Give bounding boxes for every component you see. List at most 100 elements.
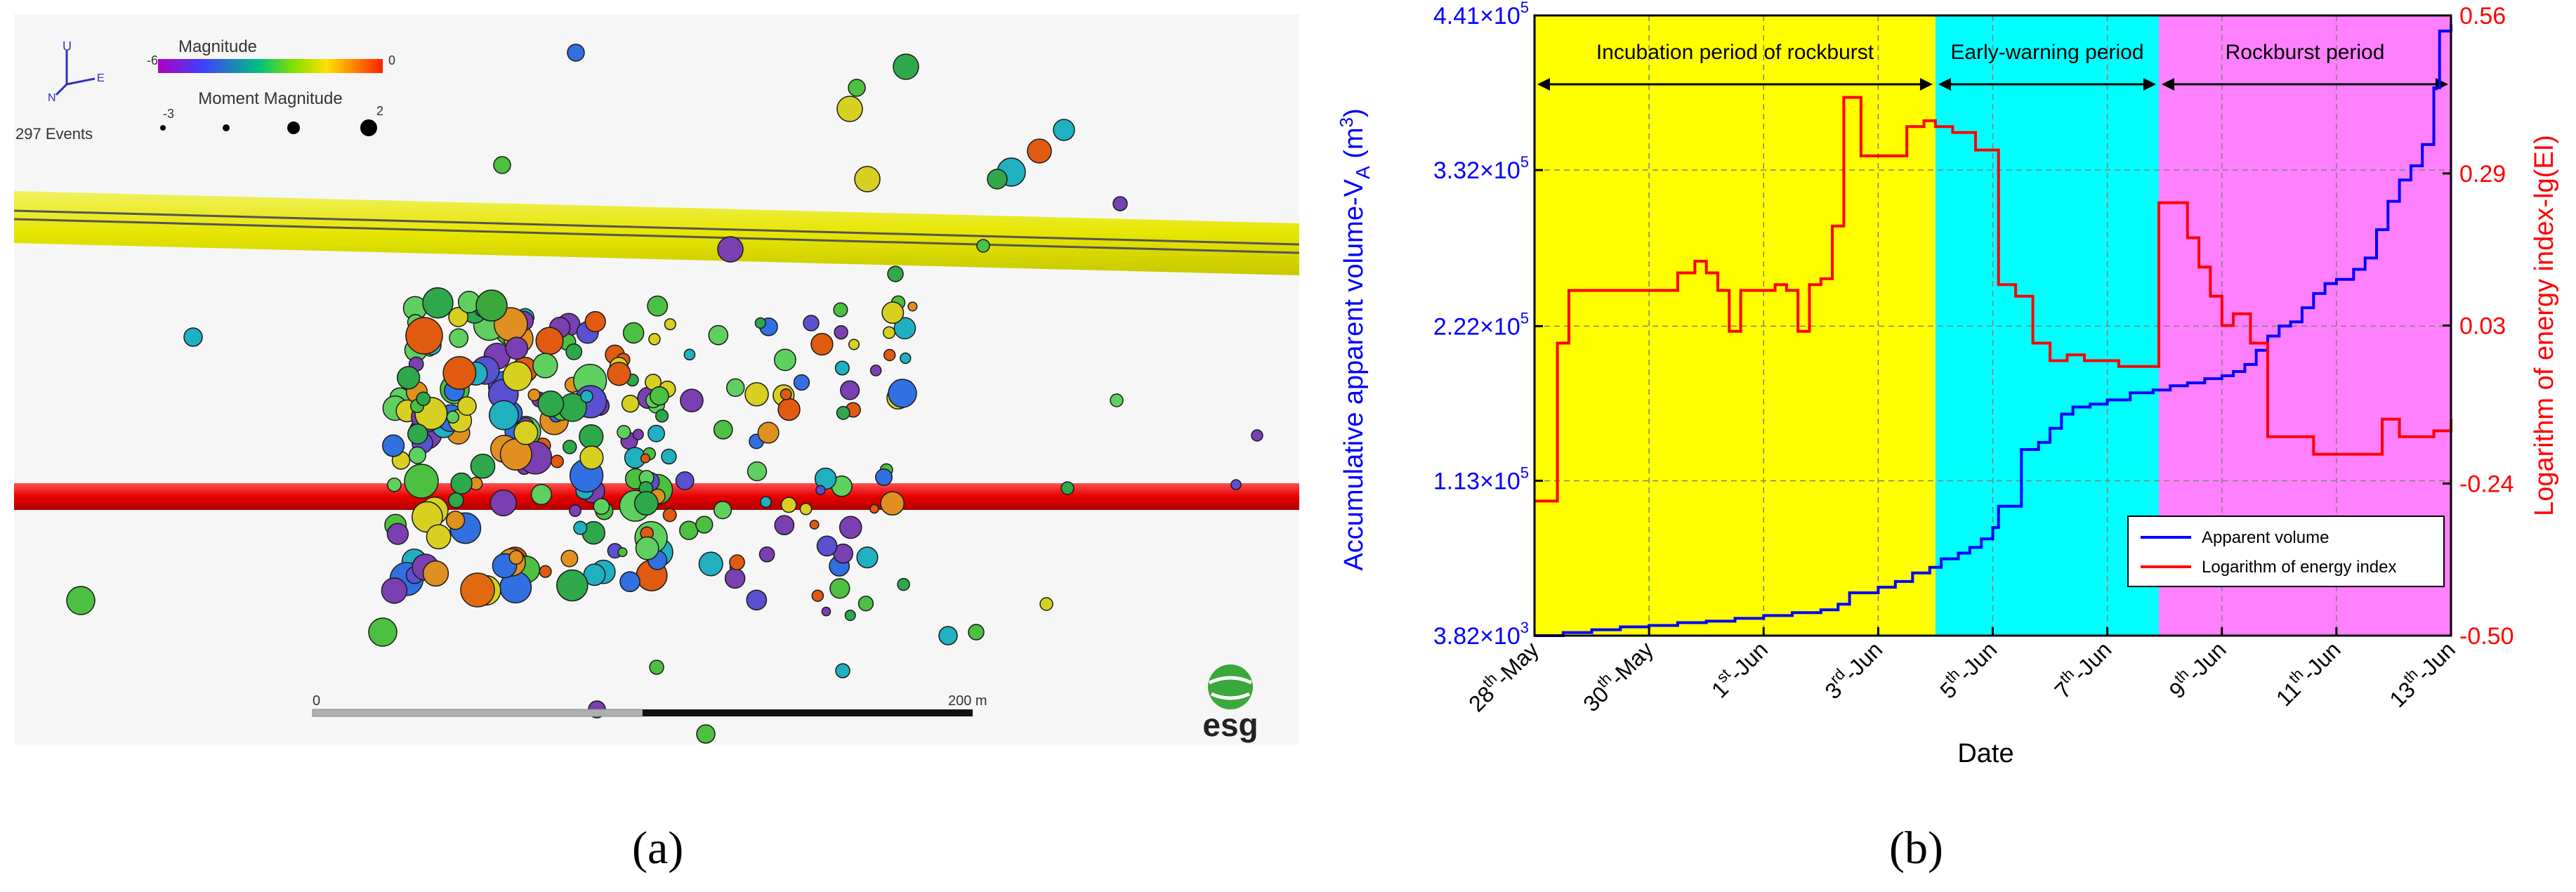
seismic-event — [844, 610, 856, 622]
series-energy-index-line — [1535, 96, 2452, 503]
y-right-tick-label: -0.24 — [2459, 471, 2514, 497]
seismic-event — [1053, 119, 1075, 141]
x-tick-label: 7th-Jun — [2047, 634, 2117, 704]
seismic-event-large — [888, 379, 917, 408]
seismic-event — [579, 424, 604, 450]
seismic-event — [803, 315, 820, 332]
seismic-event — [442, 356, 477, 390]
seismic-event — [880, 491, 905, 516]
seismic-event — [408, 446, 426, 464]
seismic-event — [746, 589, 768, 611]
moment-size-4 — [360, 119, 377, 136]
seismic-event — [835, 663, 850, 678]
seismic-event — [810, 332, 834, 356]
seismic-event — [422, 287, 454, 319]
seismic-event — [382, 434, 405, 457]
period-label-2: Rockburst period — [2226, 41, 2385, 64]
moment-size-3 — [287, 122, 300, 134]
scale-bar-end: 200 m — [948, 693, 987, 709]
magnitude-max: 0 — [388, 53, 395, 67]
seismic-event — [183, 327, 203, 347]
seismic-event — [821, 606, 832, 617]
seismic-event — [875, 468, 893, 486]
y-left-label-main: Accumulative apparent volume-V — [1339, 178, 1369, 570]
event-map-figure: U E N 297 Events Magnitude -6 0 Moment M… — [13, 14, 1300, 745]
x-tick-label: 30th-May — [1576, 634, 1658, 716]
seismic-event — [593, 498, 610, 516]
seismic-event — [649, 660, 664, 675]
seismic-event — [777, 398, 801, 421]
esg-logo-text: esg — [1202, 707, 1258, 743]
seismic-event — [869, 365, 882, 376]
esg-globe-icon — [1208, 664, 1253, 709]
y-left-label-unit-sup: 3 — [1336, 117, 1357, 127]
seismic-event — [757, 421, 780, 444]
y-left-axis-label: Accumulative apparent volume-VA (m3) — [1336, 108, 1374, 570]
seismic-event — [426, 524, 452, 550]
series-apparent-volume-line — [1535, 24, 2452, 637]
seismic-event — [675, 471, 695, 490]
panel-a-event-map: U E N 297 Events Magnitude -6 0 Moment M… — [0, 0, 1313, 759]
seismic-event — [445, 511, 466, 530]
moment-magnitude-title: Moment Magnitude — [198, 89, 342, 108]
seismic-event — [695, 516, 714, 534]
seismic-event — [422, 560, 449, 587]
magnitude-title: Magnitude — [178, 37, 257, 56]
seismic-event — [655, 409, 669, 423]
seismic-event — [381, 577, 408, 604]
seismic-event — [907, 301, 918, 312]
axis-up-label: U — [63, 39, 72, 53]
seismic-event — [662, 508, 677, 523]
seismic-event — [809, 520, 820, 530]
x-tick-label: 11th-Jun — [2268, 634, 2345, 711]
seismic-event — [833, 302, 848, 317]
seismic-event — [897, 577, 910, 591]
y-left-tick-label: 1.13×105 — [1433, 464, 1529, 494]
moment-size-1 — [160, 125, 166, 131]
series-lines — [1535, 24, 2452, 637]
caption-a: (a) — [632, 822, 684, 874]
seismic-event — [569, 504, 581, 517]
moment-size-2 — [223, 124, 230, 131]
seismic-event — [773, 348, 796, 372]
seismic-event — [1112, 196, 1128, 211]
x-tick-label: 13th-Jun — [2382, 634, 2460, 712]
seismic-event — [713, 501, 732, 520]
x-tick-label: 3rd-Jun — [1818, 634, 1887, 704]
seismic-event — [648, 333, 661, 346]
period-arrowhead-left-2 — [2162, 78, 2175, 91]
seismic-event — [1060, 481, 1075, 495]
seismic-event — [386, 523, 409, 545]
legend-apparent-volume-label: Apparent volume — [2202, 528, 2329, 547]
seismic-event — [633, 491, 659, 516]
seismic-event — [829, 578, 850, 599]
seismic-event — [647, 295, 669, 317]
seismic-event — [562, 440, 577, 454]
seismic-event — [680, 388, 704, 413]
seismic-event — [811, 589, 824, 602]
seismic-event — [650, 386, 669, 406]
seismic-event — [573, 520, 588, 535]
axis-east-line — [66, 77, 96, 86]
axis-north-label: N — [48, 92, 56, 104]
seismic-event — [729, 554, 745, 570]
seismic-event — [530, 483, 552, 506]
scale-bar-dark — [643, 709, 973, 716]
seismic-event — [488, 400, 519, 431]
seismic-event — [840, 380, 860, 400]
seismic-event — [1110, 393, 1124, 407]
esg-logo: esg — [1202, 664, 1259, 743]
seismic-event — [799, 502, 813, 516]
seismic-event — [725, 378, 745, 398]
seismic-event — [448, 307, 468, 327]
magnitude-colorbar — [158, 59, 383, 73]
seismic-event — [560, 549, 579, 568]
seismic-event — [836, 96, 863, 122]
tunnel-line-2 — [13, 218, 1300, 254]
x-axis-label: Date — [1957, 739, 2013, 768]
period-band-0 — [1535, 15, 1936, 636]
event-count: 297 Events — [15, 125, 93, 143]
seismic-event — [839, 516, 862, 539]
period-arrowhead-right-0 — [1919, 78, 1933, 91]
seismic-event — [1027, 138, 1052, 164]
